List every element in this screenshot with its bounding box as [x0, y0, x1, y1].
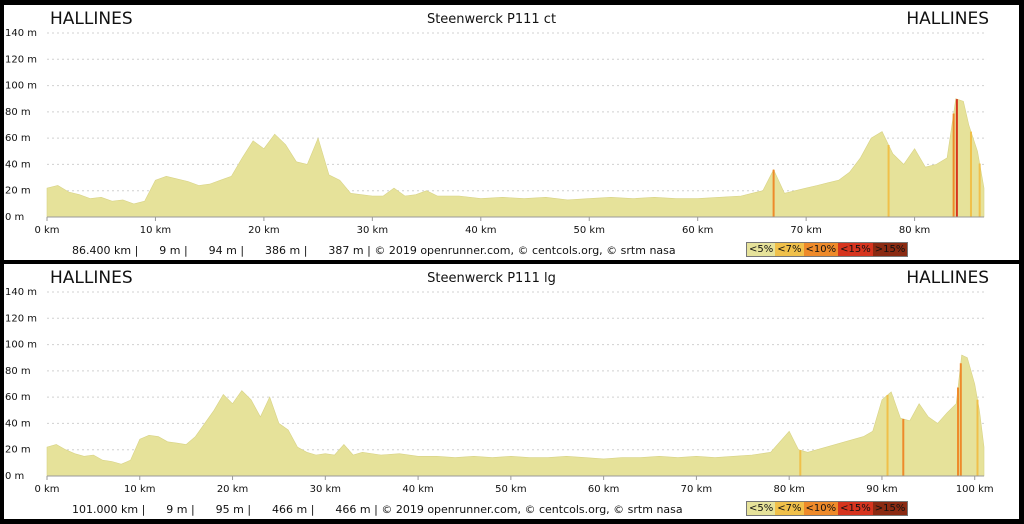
x-tick-label: 70 km: [681, 484, 712, 495]
y-tick-label: 100 m: [5, 340, 37, 351]
legend-lt10: <10%: [803, 243, 839, 256]
legend-lt5: <5%: [747, 502, 776, 515]
x-tick-label: 50 km: [495, 484, 526, 495]
x-tick-label: 60 km: [682, 225, 713, 236]
y-tick-label: 80 m: [5, 107, 31, 118]
x-tick-label: 10 km: [140, 225, 171, 236]
x-tick-label: 20 km: [217, 484, 248, 495]
legend-lt5: <5%: [747, 243, 776, 256]
x-tick-label: 80 km: [899, 225, 930, 236]
grade-legend: <5% <7% <10% <15% >15%: [746, 501, 909, 516]
chart-title: Steenwerck P111 lg: [427, 271, 556, 286]
elevation-area: [46, 354, 985, 477]
start-place-label: HALLINES: [50, 9, 133, 29]
elevation-plot: 0 m 20 m 40 m 60 m 80 m 100 m 120 m 140 m 0 km 10…: [5, 287, 994, 495]
y-tick-label: 20 m: [5, 186, 31, 197]
x-tick-label: 30 km: [357, 225, 388, 236]
x-tick-label: 100 km: [956, 484, 994, 495]
elevation-area: [46, 98, 985, 218]
x-tick-label: 10 km: [124, 484, 155, 495]
legend-lt7: <7%: [775, 502, 804, 515]
elevation-plot: 0 m 20 m 40 m 60 m 80 m 100 m 120 m 140 m 0 km 10…: [5, 28, 985, 236]
y-tick-label: 40 m: [5, 159, 31, 170]
y-tick-label: 20 m: [5, 445, 31, 456]
x-tick-label: 90 km: [866, 484, 897, 495]
y-tick-label: 120 m: [5, 313, 37, 324]
legend-lt15: <15%: [838, 502, 873, 515]
legend-lt15: <15%: [838, 243, 873, 256]
y-tick-label: 60 m: [5, 392, 31, 403]
route-stats: 86.400 km | 9 m | 94 m | 386 m | 387 m |…: [72, 244, 676, 257]
y-tick-label: 100 m: [5, 81, 37, 92]
x-tick-label: 60 km: [588, 484, 619, 495]
grade-legend: <5% <7% <10% <15% >15%: [746, 242, 909, 257]
y-tick-label: 80 m: [5, 366, 31, 377]
x-tick-label: 0 km: [34, 484, 59, 495]
elevation-chart-ct: HALLINES Steenwerck P111 ct HALLINES 0 m…: [4, 5, 1019, 260]
x-tick-label: 70 km: [790, 225, 821, 236]
y-tick-label: 140 m: [5, 287, 37, 298]
end-place-label: HALLINES: [906, 268, 989, 288]
y-tick-label: 0 m: [5, 212, 24, 223]
y-tick-label: 40 m: [5, 418, 31, 429]
y-tick-label: 0 m: [5, 471, 24, 482]
chart-title: Steenwerck P111 ct: [426, 12, 557, 27]
x-tick-label: 20 km: [248, 225, 279, 236]
route-stats: 101.000 km | 9 m | 95 m | 466 m | 466 m …: [72, 503, 683, 516]
y-tick-label: 60 m: [5, 133, 31, 144]
legend-gt15: >15%: [872, 243, 908, 256]
end-place-label: HALLINES: [906, 9, 989, 29]
x-tick-label: 80 km: [773, 484, 804, 495]
y-tick-label: 140 m: [5, 28, 37, 39]
start-place-label: HALLINES: [50, 268, 133, 288]
x-tick-label: 0 km: [34, 225, 59, 236]
legend-gt15: >15%: [872, 502, 908, 515]
legend-lt10: <10%: [803, 502, 839, 515]
y-tick-label: 120 m: [5, 54, 37, 65]
x-tick-label: 40 km: [402, 484, 433, 495]
x-tick-label: 50 km: [574, 225, 605, 236]
legend-lt7: <7%: [775, 243, 804, 256]
x-tick-label: 40 km: [465, 225, 496, 236]
x-tick-label: 30 km: [310, 484, 341, 495]
elevation-chart-lg: HALLINES Steenwerck P111 lg HALLINES 0 m…: [4, 264, 1019, 519]
